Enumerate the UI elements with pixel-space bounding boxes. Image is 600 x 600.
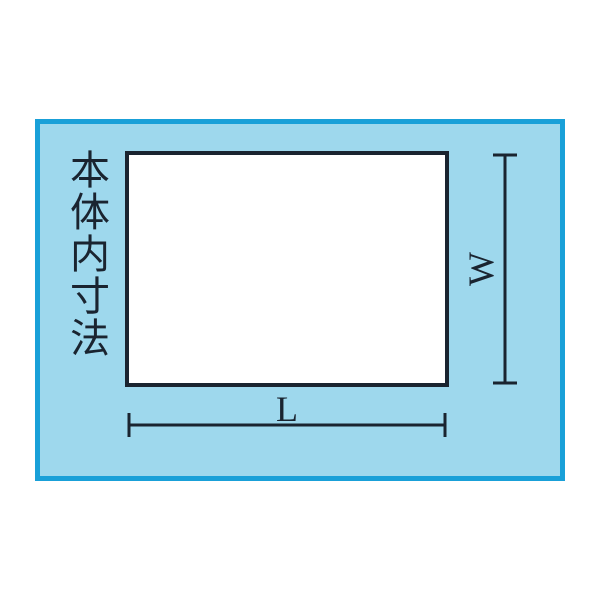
dimension-label-l: L [276,388,298,430]
title-vertical: 本体内寸法 [57,149,115,359]
dimension-label-w: W [460,252,502,286]
diagram-frame: 本体内寸法 L W [35,119,565,481]
